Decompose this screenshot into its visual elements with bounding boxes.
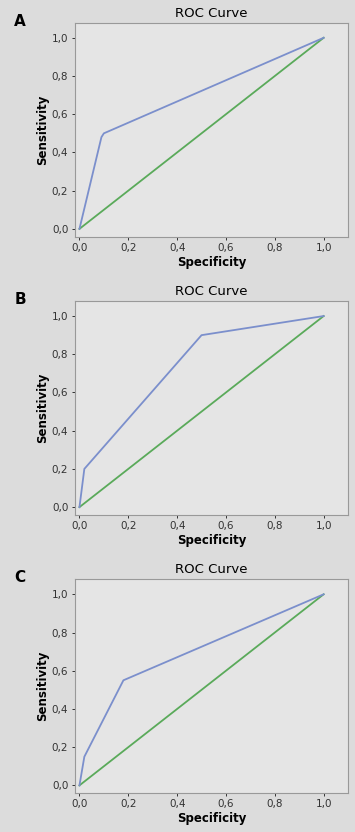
Y-axis label: Sensitivity: Sensitivity	[36, 94, 49, 165]
Title: ROC Curve: ROC Curve	[175, 7, 247, 20]
Title: ROC Curve: ROC Curve	[175, 563, 247, 577]
Text: A: A	[15, 14, 26, 29]
X-axis label: Specificity: Specificity	[177, 534, 246, 547]
X-axis label: Specificity: Specificity	[177, 812, 246, 825]
Text: C: C	[15, 571, 26, 586]
Y-axis label: Sensitivity: Sensitivity	[36, 373, 49, 443]
Text: B: B	[15, 292, 26, 307]
Title: ROC Curve: ROC Curve	[175, 285, 247, 298]
X-axis label: Specificity: Specificity	[177, 255, 246, 269]
Y-axis label: Sensitivity: Sensitivity	[36, 651, 49, 721]
